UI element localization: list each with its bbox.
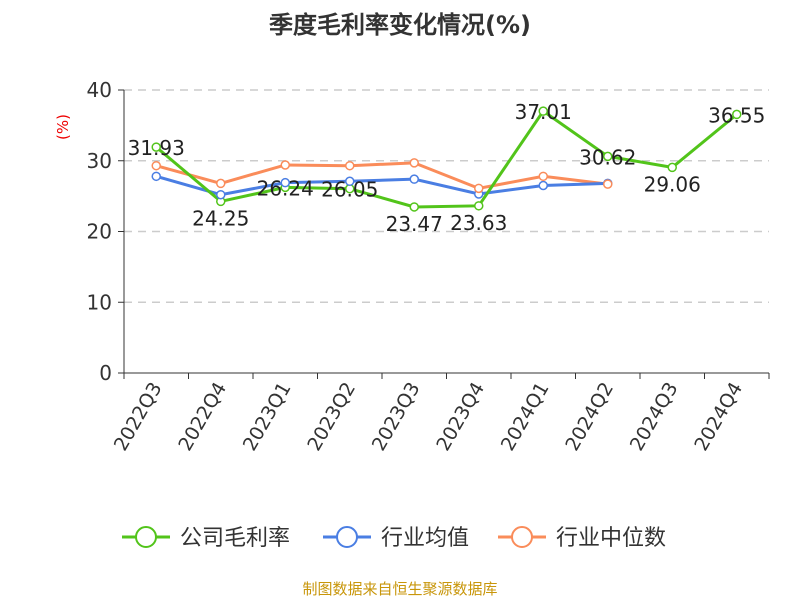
x-tick-label: 2023Q4	[432, 379, 489, 455]
data-point	[345, 176, 355, 187]
data-point	[280, 160, 290, 170]
legend-circle-icon	[511, 526, 533, 548]
legend-item: 公司毛利率	[122, 526, 290, 551]
data-label: 31.93	[128, 136, 185, 160]
y-tick-label: 40	[87, 78, 112, 102]
x-tick-label: 2022Q4	[174, 379, 231, 455]
y-tick-label: 0	[99, 361, 112, 385]
data-point	[732, 109, 742, 120]
data-label: 26.24	[257, 176, 314, 200]
data-label: 37.01	[515, 100, 572, 124]
data-point	[345, 160, 355, 171]
data-point	[667, 162, 677, 173]
data-point	[603, 151, 613, 162]
legend-label: 行业均值	[381, 526, 469, 551]
y-tick-label: 30	[87, 149, 112, 173]
legend-label: 公司毛利率	[180, 526, 290, 551]
x-tick-label: 2023Q2	[303, 379, 360, 455]
x-tick-label: 2023Q1	[239, 379, 296, 455]
x-tick-label: 2024Q3	[626, 379, 683, 455]
series-line	[155, 174, 608, 197]
legend-item: 行业中位数	[498, 526, 666, 551]
legend-label: 行业中位数	[556, 526, 666, 551]
x-tick-label: 2024Q1	[497, 379, 554, 455]
data-point	[409, 202, 419, 212]
data-point	[216, 189, 226, 200]
data-point	[151, 160, 161, 171]
x-tick-label: 2023Q3	[368, 379, 425, 455]
data-label: 29.06	[644, 172, 701, 196]
series-line	[155, 161, 608, 190]
data-point	[538, 180, 548, 191]
y-tick-label: 10	[87, 290, 112, 314]
y-tick-label: 20	[87, 220, 112, 244]
data-point	[538, 106, 548, 116]
series-line	[155, 109, 738, 209]
data-point	[474, 183, 484, 194]
data-point	[409, 158, 419, 168]
legend-circle-icon	[336, 526, 358, 548]
data-point	[474, 201, 484, 211]
legend-circle-icon	[135, 526, 157, 548]
data-point	[216, 178, 226, 189]
data-point	[603, 179, 613, 189]
chart-title: 季度毛利率变化情况(%)	[269, 11, 531, 39]
data-point	[409, 174, 419, 184]
y-axis-label: (%)	[54, 114, 72, 140]
data-point	[151, 171, 161, 182]
data-point	[151, 142, 161, 152]
data-label: 23.63	[450, 211, 507, 235]
data-label: 26.05	[321, 178, 378, 202]
data-point	[280, 177, 290, 188]
data-label: 30.62	[579, 145, 636, 169]
data-point	[538, 171, 548, 182]
x-tick-label: 2024Q4	[690, 379, 747, 455]
data-label: 24.25	[192, 206, 249, 230]
x-tick-label: 2024Q2	[561, 379, 618, 455]
x-tick-label: 2022Q3	[110, 379, 167, 455]
data-label: 36.55	[708, 103, 765, 127]
data-label: 23.47	[386, 212, 443, 236]
source-note: 制图数据来自恒生聚源数据库	[302, 580, 497, 598]
legend-item: 行业均值	[323, 526, 469, 551]
